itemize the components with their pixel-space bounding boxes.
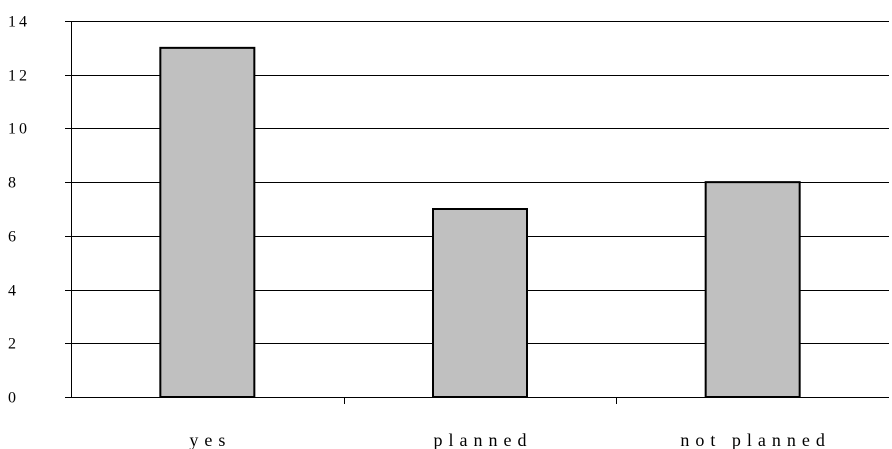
bar-planned bbox=[432, 208, 528, 398]
y-tick-label: 4 bbox=[8, 283, 19, 300]
y-tick-label: 2 bbox=[8, 336, 19, 353]
x-tick-labels: yes planned not planned bbox=[189, 397, 830, 449]
y-tick-label: 10 bbox=[8, 121, 30, 138]
y-tick-labels: 0 2 4 6 8 10 12 14 bbox=[8, 14, 71, 407]
y-tick-label: 8 bbox=[8, 175, 19, 192]
x-tick-label: yes bbox=[189, 430, 231, 449]
x-tick-label: planned bbox=[434, 430, 533, 449]
axes bbox=[71, 21, 889, 398]
x-tick-label: not planned bbox=[680, 430, 830, 449]
y-tick-label: 12 bbox=[8, 68, 30, 85]
y-tick-label: 0 bbox=[8, 390, 19, 407]
bar-not-planned bbox=[704, 181, 801, 398]
bar-yes bbox=[159, 46, 256, 398]
y-tick-label: 14 bbox=[8, 14, 30, 31]
y-tick-label: 6 bbox=[8, 229, 19, 246]
bars bbox=[159, 46, 801, 398]
